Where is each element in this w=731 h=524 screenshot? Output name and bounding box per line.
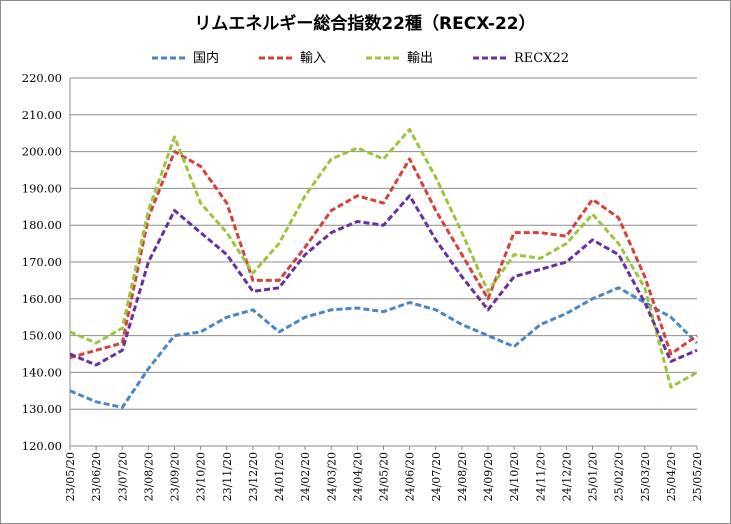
x-tick-label: 23/05/20	[64, 452, 77, 501]
y-tick-label: 220.00	[22, 71, 62, 85]
x-tick-label: 24/09/20	[482, 452, 495, 501]
y-tick-label: 190.00	[22, 181, 62, 195]
series-line-1	[69, 286, 699, 409]
x-tick-label: 24/06/20	[404, 452, 417, 501]
y-tick-label: 120.00	[22, 439, 62, 453]
y-tick-label: 130.00	[22, 402, 62, 416]
x-axis: 23/05/20 23/06/20 23/07/20 23/08/20 23/09/20…	[64, 446, 704, 501]
x-tick-label: 24/10/20	[508, 452, 521, 501]
series-line-2	[69, 150, 698, 360]
grid	[69, 77, 697, 447]
y-tick-label: 210.00	[22, 108, 62, 122]
x-tick-label: 24/04/20	[351, 452, 364, 501]
x-tick-label: 25/05/20	[691, 452, 704, 501]
legend-label: 国内	[193, 50, 219, 66]
x-tick-label: 24/03/20	[325, 452, 338, 501]
y-axis: 120.00 130.00 140.00 150.00 160.00 170.00 180.…	[22, 71, 62, 453]
x-tick-label: 24/07/20	[430, 452, 443, 501]
x-tick-label: 25/03/20	[639, 452, 652, 501]
chart-title: リムエネルギー総合指数22種（RECX-22）	[194, 13, 535, 34]
legend: 国内 輸入 輸出 RECX22	[152, 50, 569, 66]
y-tick-label: 140.00	[22, 365, 62, 379]
x-tick-label: 23/10/20	[195, 452, 208, 501]
legend-label: 輸出	[407, 51, 433, 66]
series-line-3	[69, 128, 698, 389]
x-tick-label: 23/06/20	[90, 452, 103, 501]
x-tick-label: 23/07/20	[116, 452, 129, 501]
legend-label: RECX22	[514, 51, 569, 66]
x-tick-label: 25/01/20	[587, 452, 600, 501]
legend-label: 輸入	[300, 51, 326, 66]
series-lines	[69, 128, 699, 409]
x-tick-label: 24/05/20	[378, 452, 391, 501]
x-tick-label: 25/04/20	[665, 452, 678, 501]
x-tick-label: 24/11/20	[534, 452, 547, 501]
x-tick-label: 23/12/20	[247, 452, 260, 501]
x-tick-label: 24/01/20	[273, 452, 286, 501]
x-tick-label: 23/09/20	[169, 452, 182, 501]
x-tick-label: 25/02/20	[613, 452, 626, 501]
x-tick-label: 24/02/20	[299, 452, 312, 501]
x-tick-label: 24/08/20	[456, 452, 469, 501]
series-line-4	[69, 194, 698, 367]
x-tick-label: 23/08/20	[142, 452, 155, 501]
y-tick-label: 180.00	[22, 218, 62, 232]
y-tick-label: 200.00	[22, 145, 62, 159]
y-tick-label: 170.00	[22, 255, 62, 269]
x-tick-label: 23/11/20	[221, 452, 234, 501]
y-tick-label: 160.00	[22, 292, 62, 306]
y-tick-label: 150.00	[22, 329, 62, 343]
x-tick-label: 24/12/20	[560, 452, 573, 501]
